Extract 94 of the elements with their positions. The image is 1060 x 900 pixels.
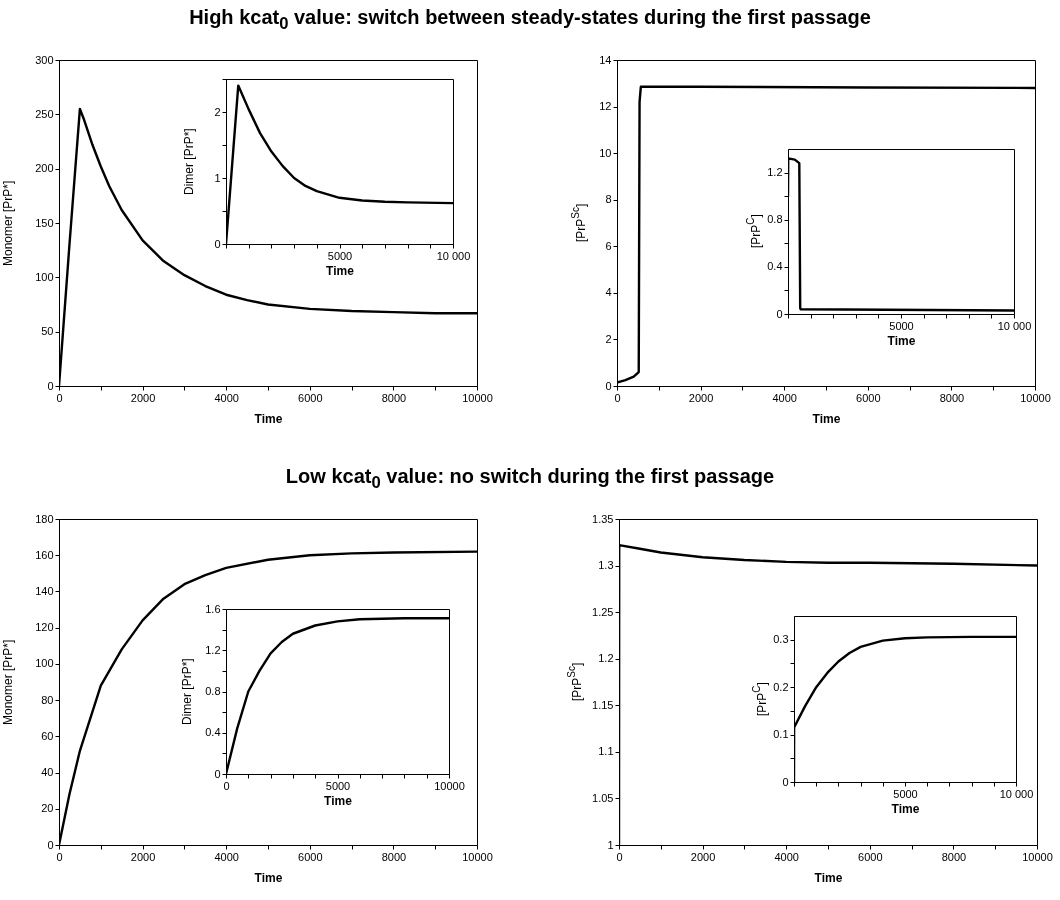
x-tick-label: 5000 [889,319,914,332]
y-tick-label: 0 [214,237,221,250]
y-tick-label: 180 [35,512,54,525]
x-tick-label: 4000 [214,850,239,863]
y-tick-label: 1.6 [205,602,221,615]
x-tick-label: 10 000 [436,249,471,262]
y-tick-label: 1.2 [205,643,221,656]
x-tick-label: 10000 [1020,391,1051,404]
y-tick-label: 6 [605,239,612,252]
y-tick-label: 1.05 [592,791,614,804]
x-axis-title: Time [887,333,916,348]
y-tick-label: 8 [605,193,612,206]
x-tick-label: 6000 [298,850,323,863]
y-tick-label: 1 [607,838,614,851]
x-tick-label: 4000 [214,391,239,404]
y-axis-title: Monomer [PrP*] [1,638,15,727]
y-tick-label: 0 [605,379,612,392]
y-axis-title: Dimer [PrP*] [182,127,196,197]
y-tick-label: 150 [35,216,54,229]
x-tick-label: 2000 [690,850,716,863]
y-tick-label: 20 [41,802,54,815]
y-tick-label: 0.3 [773,633,789,646]
y-tick-label: 1 [214,171,221,184]
y-tick-label: 10 [599,146,612,159]
x-tick-label: 0 [223,779,230,792]
y-tick-label: 2 [214,105,221,118]
x-tick-label: 0 [616,850,623,863]
y-axis-title: Dimer [PrP*] [180,657,194,727]
y-tick-label: 0.2 [773,680,789,693]
x-tick-label: 4000 [774,850,799,863]
y-tick-label: 1.3 [598,559,614,572]
x-axis-title: Time [812,411,841,426]
y-tick-label: 0.8 [205,685,221,697]
x-axis-title: Time [254,411,283,426]
y-tick-label: 0.8 [767,213,783,226]
y-tick-label: 1.2 [767,166,783,179]
x-axis-title: Time [814,870,843,885]
text: Low kcat$_{0}$ value: no switch during the first passage [284,465,776,493]
y-axis-title: Monomer [PrP*] [1,179,15,268]
y-tick-label: 1.2 [598,652,614,665]
y-tick-label: 100 [35,270,54,283]
x-tick-label: 0 [56,850,63,863]
y-tick-label: 100 [35,657,54,670]
x-tick-label: 6000 [856,391,881,404]
x-tick-label: 4000 [772,391,797,404]
x-tick-label: 2000 [130,850,156,863]
x-tick-label: 5000 [325,779,351,792]
x-tick-label: 8000 [381,391,407,404]
y-tick-label: 120 [35,621,54,634]
y-tick-label: 0.1 [773,728,789,741]
y-tick-label: 250 [35,107,54,120]
y-tick-label: 0.4 [205,726,221,739]
x-tick-label: 6000 [858,850,883,863]
x-axis-title: Time [324,793,353,808]
y-tick-label: 2 [605,332,612,345]
y-tick-label: 40 [41,766,54,779]
x-tick-label: 5000 [893,787,918,800]
x-tick-label: 6000 [298,391,323,404]
x-tick-label: 0 [56,391,63,404]
x-tick-label: 10 000 [999,787,1034,800]
y-tick-label: 50 [41,325,54,338]
y-tick-label: 300 [35,53,54,66]
y-tick-label: 14 [599,53,612,66]
y-tick-label: 12 [599,100,612,113]
y-tick-label: 200 [35,162,54,175]
x-tick-label: 10000 [462,391,493,404]
x-tick-label: 10000 [434,779,465,792]
y-tick-label: 80 [41,693,54,706]
x-tick-label: 10000 [1022,850,1053,863]
y-tick-label: 140 [35,584,54,597]
x-tick-label: 8000 [939,391,965,404]
y-tick-label: 0 [47,838,54,851]
x-axis-title: Time [254,870,283,885]
y-tick-label: 160 [35,548,54,561]
y-tick-label: 1.1 [598,745,614,758]
x-tick-label: 2000 [130,391,156,404]
x-tick-label: 8000 [381,850,407,863]
x-tick-label: 2000 [688,391,714,404]
x-tick-label: 8000 [941,850,967,863]
x-tick-label: 5000 [327,249,353,262]
x-axis-title: Time [326,263,355,278]
y-tick-label: 1.35 [592,512,614,525]
y-tick-label: 1.25 [592,605,614,618]
y-tick-label: 60 [41,729,54,742]
y-tick-label: 4 [605,286,612,299]
y-tick-label: 1.15 [592,698,614,711]
x-axis-title: Time [891,801,920,816]
x-tick-label: 10000 [462,850,493,863]
y-tick-label: 0 [47,379,54,392]
y-tick-label: 0.4 [767,260,783,273]
x-tick-label: 10 000 [997,319,1032,332]
text: High kcat$_{0}$ value: switch between steady-states during the first passage [188,6,872,34]
y-tick-label: 0 [776,307,783,320]
y-tick-label: 0 [214,767,221,780]
